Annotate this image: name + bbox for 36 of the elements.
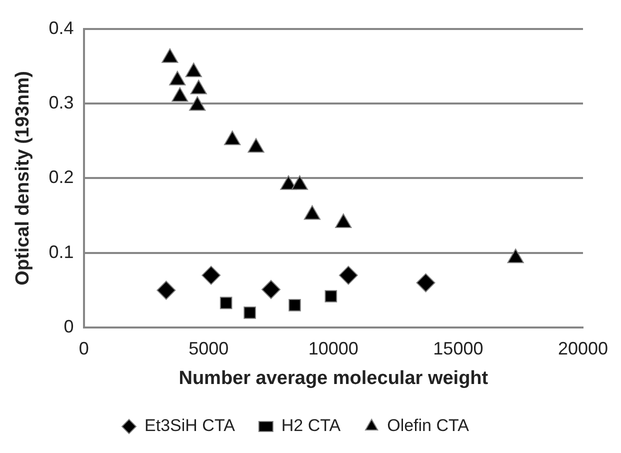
- x-tick-label: 0: [78, 338, 89, 358]
- point: [262, 280, 281, 300]
- point: [338, 266, 358, 285]
- point: [416, 273, 436, 292]
- point: [335, 214, 352, 228]
- point: [172, 87, 188, 102]
- point: [244, 306, 256, 319]
- y-axis-title: Optical density (193nm): [12, 71, 34, 286]
- y-tick-label: 0.2: [48, 167, 74, 188]
- x-axis-title: Number average molecular weight: [178, 368, 489, 389]
- legend-label: Olefin CTA: [387, 416, 470, 436]
- x-tick-label: 10000: [308, 338, 358, 358]
- point: [304, 205, 320, 220]
- point: [190, 80, 207, 94]
- y-tick-label: 0.1: [48, 242, 74, 262]
- point: [324, 290, 338, 302]
- y-tick-label: 0: [64, 316, 74, 337]
- point: [248, 138, 264, 153]
- point: [189, 96, 206, 111]
- point: [169, 70, 186, 86]
- point: [162, 48, 178, 63]
- point: [224, 130, 241, 146]
- y-tick-label: 0.4: [48, 18, 74, 38]
- y-tick-label: 0.3: [48, 92, 74, 112]
- point: [220, 296, 232, 310]
- x-tick-label: 5000: [188, 338, 229, 358]
- point: [202, 266, 221, 285]
- point: [291, 175, 308, 190]
- point: [288, 299, 301, 312]
- legend-label: Et3SiH CTA: [144, 416, 236, 436]
- point: [507, 248, 524, 264]
- x-tick-label: 15000: [433, 338, 484, 358]
- point: [185, 62, 202, 78]
- x-tick-label: 20000: [558, 338, 608, 358]
- legend-label: H2 CTA: [281, 416, 342, 436]
- point: [156, 280, 176, 300]
